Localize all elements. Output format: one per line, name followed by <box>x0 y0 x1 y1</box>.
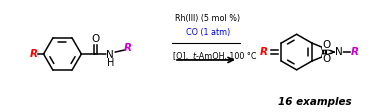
Text: N: N <box>107 50 114 60</box>
Text: R: R <box>351 47 359 57</box>
Text: H: H <box>107 58 114 68</box>
Text: N: N <box>335 47 343 57</box>
Text: O: O <box>91 34 99 44</box>
Text: R: R <box>29 49 37 59</box>
Text: R: R <box>260 47 268 57</box>
Text: O: O <box>322 40 330 50</box>
Text: -AmOH, 100 °C: -AmOH, 100 °C <box>196 53 257 61</box>
Text: O: O <box>322 54 330 65</box>
Text: Rh(III) (5 mol %): Rh(III) (5 mol %) <box>175 14 240 23</box>
Text: t: t <box>192 53 195 61</box>
Text: [O],: [O], <box>173 53 191 61</box>
Text: 16 examples: 16 examples <box>278 97 351 107</box>
Text: CO (1 atm): CO (1 atm) <box>186 28 230 37</box>
Text: R: R <box>124 43 132 53</box>
